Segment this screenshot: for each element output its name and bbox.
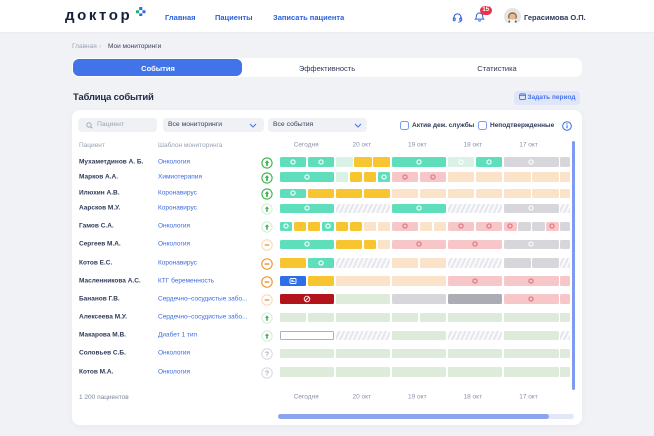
svg-text:?: ? <box>264 370 268 377</box>
svg-text:?: ? <box>264 352 268 359</box>
